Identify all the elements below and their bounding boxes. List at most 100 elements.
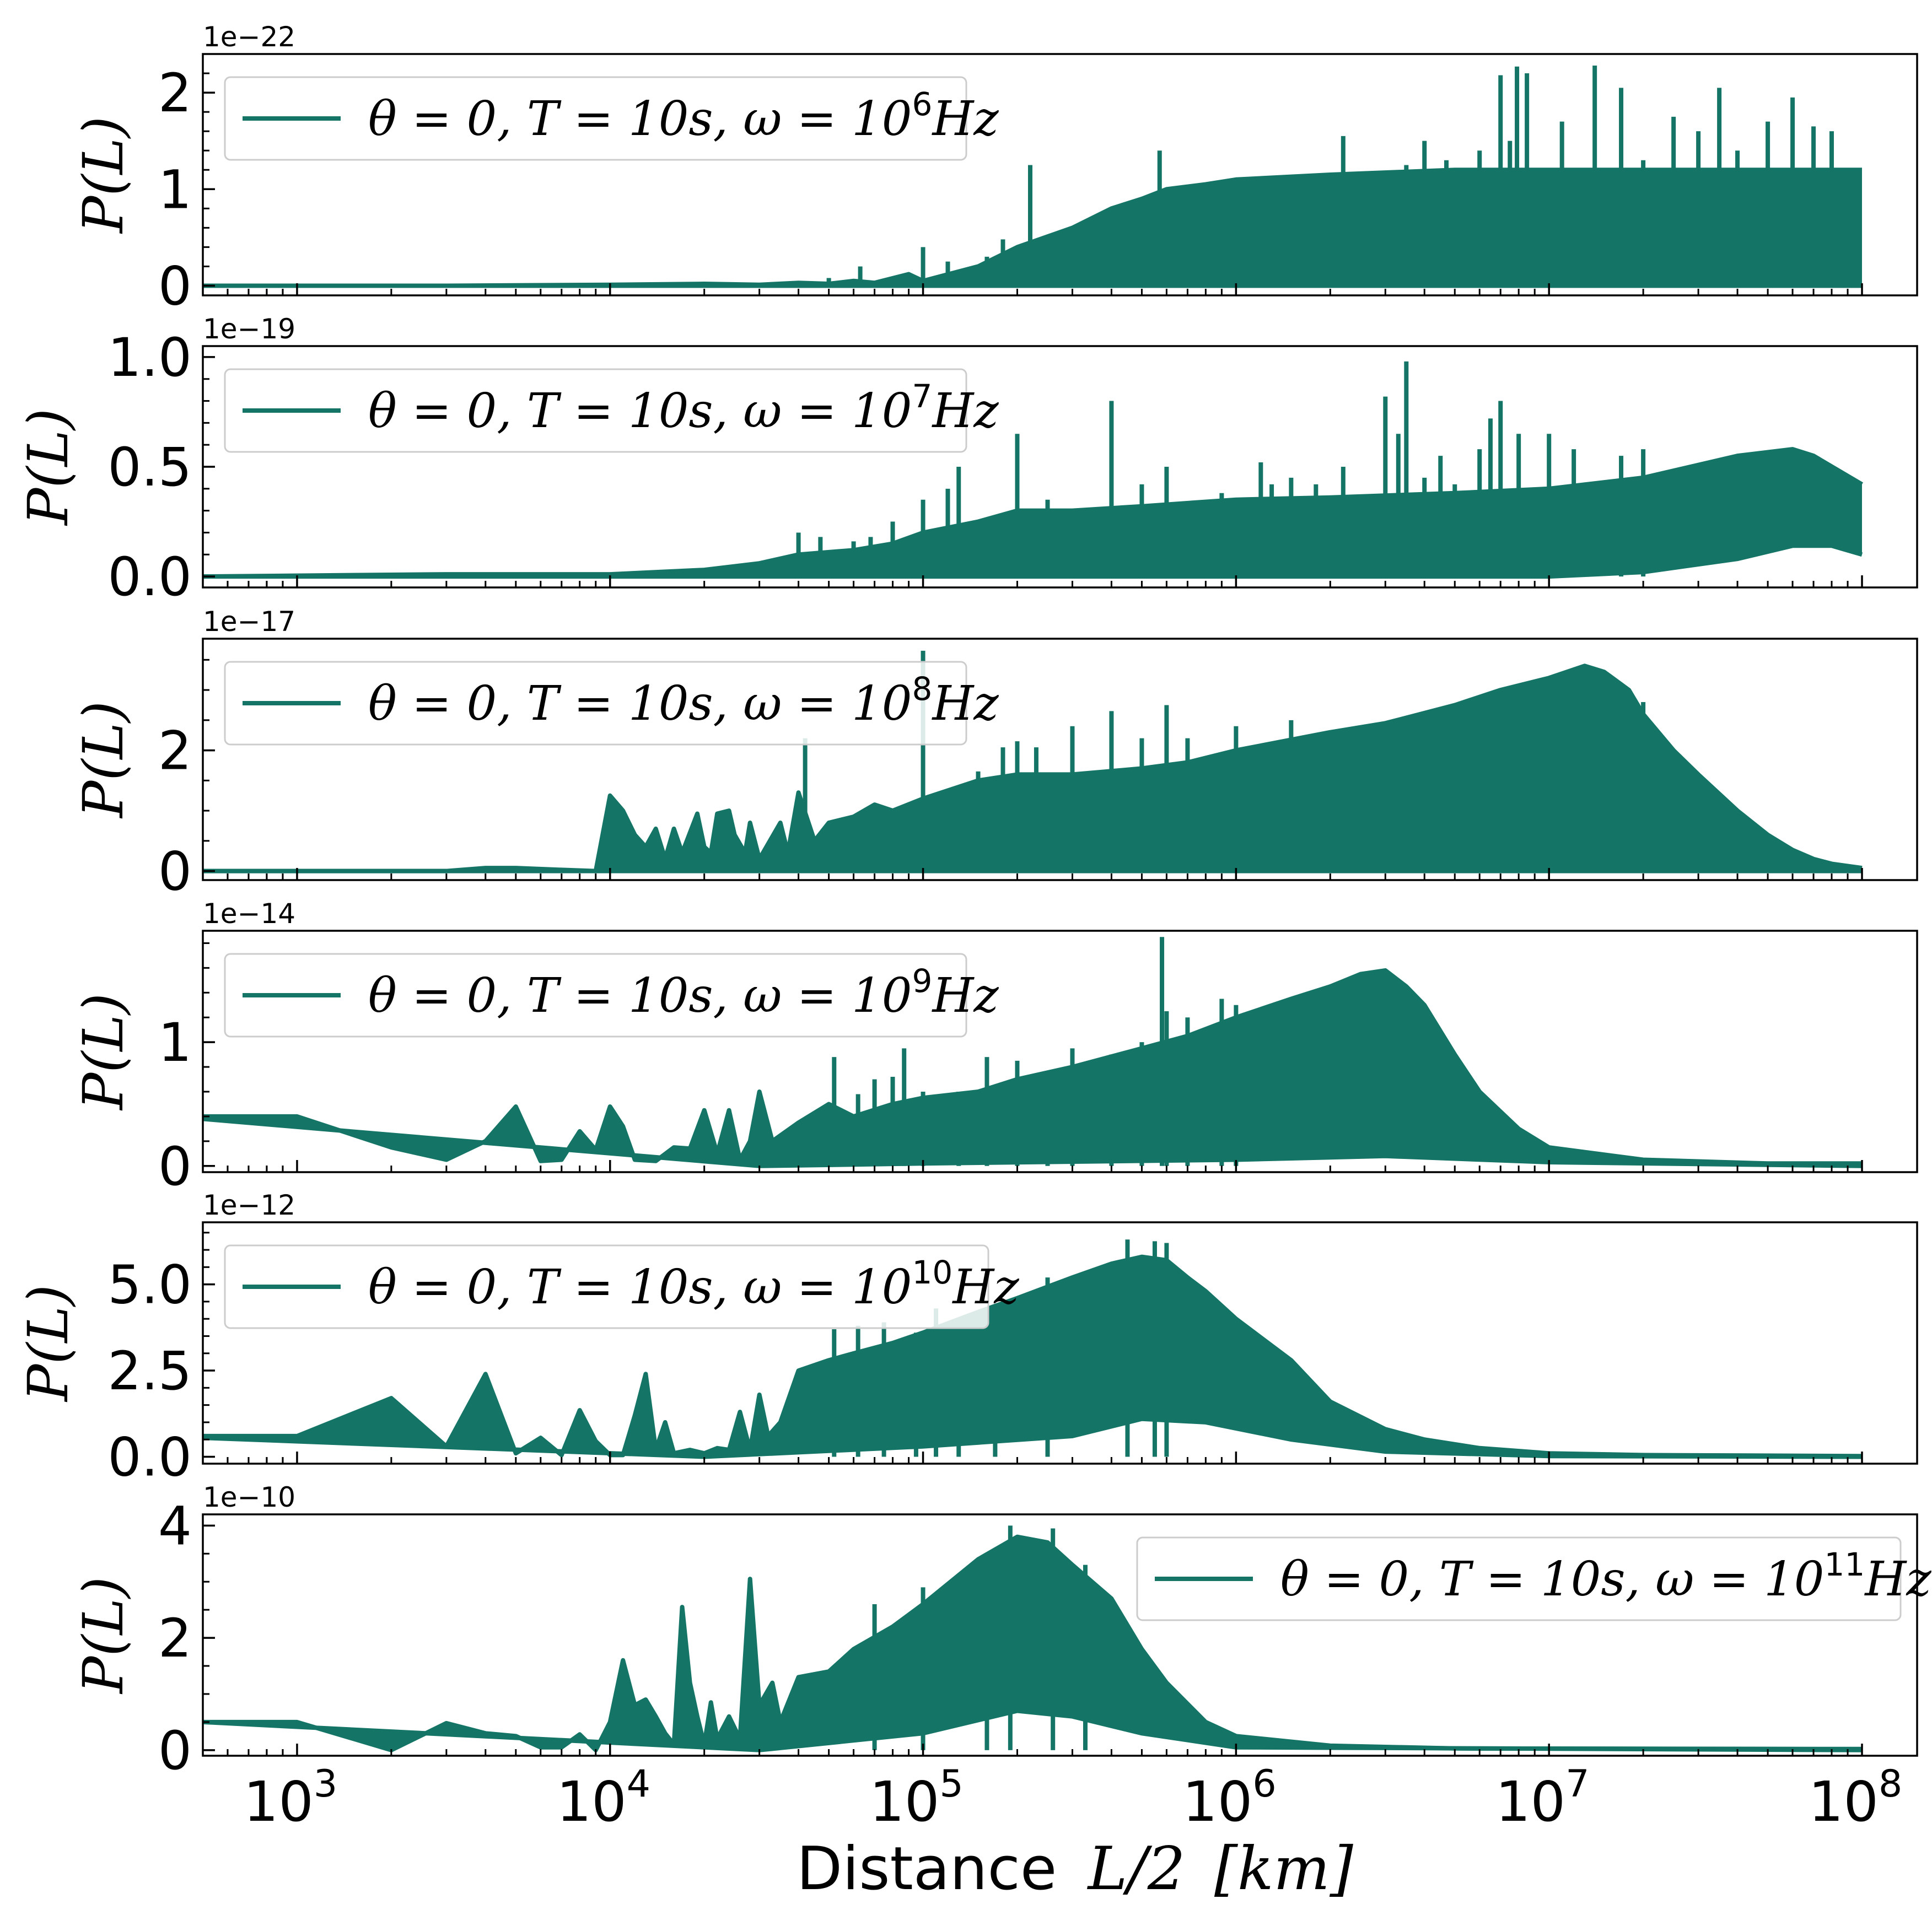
y-tick-label: 1.0 bbox=[107, 327, 192, 389]
x-tick-exponent: 3 bbox=[314, 1762, 337, 1806]
series-line bbox=[203, 447, 1864, 579]
x-tick-label: 103 bbox=[244, 1762, 338, 1834]
legend-unit: Hz bbox=[931, 384, 999, 439]
legend-label: θ = 0, T = 10s, ω = 109Hz bbox=[368, 962, 999, 1023]
x-tick-base: 10 bbox=[869, 1770, 939, 1834]
panel-2: 0.0 0.5 1.0 1e−19 P(L) θ = 0, T = 10s, ω = 10… bbox=[16, 313, 1918, 608]
y-offset-text: 1e−19 bbox=[203, 313, 295, 345]
legend-label: θ = 0, T = 10s, ω = 108Hz bbox=[368, 670, 999, 731]
y-tick-label: 0 bbox=[158, 255, 192, 317]
panel-6: 0 2 4 1e−10 P(L) θ = 0, T = 10s, ω = 1011Hz bbox=[71, 1481, 1931, 1782]
series-line bbox=[203, 663, 1863, 873]
y-tick-label: 0.5 bbox=[107, 436, 192, 498]
y-tick-label: 2 bbox=[158, 62, 192, 124]
series-line bbox=[203, 968, 1862, 1166]
series-band bbox=[203, 170, 1862, 286]
x-tick-base: 10 bbox=[1809, 1770, 1879, 1834]
legend-exponent: 11 bbox=[1825, 1546, 1865, 1583]
y-axis-label: P(L) bbox=[16, 1285, 80, 1402]
series-line bbox=[203, 1254, 1863, 1459]
series-band bbox=[203, 970, 1862, 1166]
x-tick-base: 10 bbox=[1182, 1770, 1252, 1834]
y-tick-label: 2 bbox=[158, 1607, 192, 1669]
x-axis-label-text: Distance bbox=[797, 1835, 1057, 1903]
plot-area bbox=[203, 66, 1862, 288]
panel-3: 0 2 1e−17 P(L) θ = 0, T = 10s, ω = 108Hz bbox=[71, 606, 1918, 903]
x-tick-label: 104 bbox=[556, 1762, 650, 1834]
legend: θ = 0, T = 10s, ω = 108Hz bbox=[224, 661, 999, 746]
x-tick-exponent: 4 bbox=[627, 1762, 650, 1806]
legend-exponent: 10 bbox=[912, 1254, 953, 1291]
x-tick-exponent: 5 bbox=[940, 1762, 964, 1806]
y-tick-label: 2 bbox=[158, 720, 192, 782]
legend-box bbox=[1136, 1536, 1902, 1621]
legend-text: θ = 0, T = 10s, ω = 10 bbox=[368, 384, 912, 439]
y-offset-text: 1e−12 bbox=[203, 1189, 295, 1221]
y-tick-label: 1 bbox=[158, 159, 192, 220]
legend-unit: Hz bbox=[931, 676, 999, 731]
series-band bbox=[203, 1536, 1862, 1750]
y-axis-label: P(L) bbox=[16, 408, 80, 526]
x-tick-exponent: 8 bbox=[1879, 1762, 1902, 1806]
x-tick-exponent: 6 bbox=[1252, 1762, 1276, 1806]
y-tick-label: 1 bbox=[158, 1012, 192, 1074]
x-tick-label: 106 bbox=[1182, 1762, 1277, 1834]
legend-label: θ = 0, T = 10s, ω = 106Hz bbox=[368, 85, 999, 147]
y-offset-text: 1e−22 bbox=[203, 21, 295, 53]
y-offset-text: 1e−17 bbox=[203, 606, 295, 638]
legend-box bbox=[224, 661, 967, 746]
legend-unit: Hz bbox=[931, 968, 999, 1023]
legend-exponent: 6 bbox=[912, 85, 933, 123]
legend-label: θ = 0, T = 10s, ω = 107Hz bbox=[368, 377, 999, 439]
y-tick-label: 0.0 bbox=[107, 546, 192, 608]
series-band bbox=[203, 666, 1862, 871]
x-axis-label-unit: [km] bbox=[1214, 1835, 1354, 1903]
legend-text: θ = 0, T = 10s, ω = 10 bbox=[368, 91, 912, 147]
axes-frame bbox=[202, 53, 1918, 296]
legend-exponent: 7 bbox=[912, 377, 933, 415]
plot-area bbox=[203, 1525, 1863, 1752]
panel-1: 0 1 2 1e−22 P(L) θ = 0, T = 10s, ω = 106Hz bbox=[71, 21, 1918, 317]
plot-area bbox=[203, 1239, 1863, 1459]
x-tick-label: 108 bbox=[1809, 1762, 1903, 1834]
x-tick-label: 107 bbox=[1495, 1762, 1590, 1834]
x-tick-base: 10 bbox=[556, 1770, 626, 1834]
legend-unit: Hz bbox=[951, 1260, 1019, 1315]
axes-frame bbox=[202, 930, 1918, 1173]
legend-exponent: 9 bbox=[912, 962, 933, 1000]
legend: θ = 0, T = 10s, ω = 106Hz bbox=[224, 76, 999, 161]
y-offset-text: 1e−14 bbox=[203, 898, 295, 930]
panel-5: 0.0 2.5 5.0 1e−12 P(L) θ = 0, T = 10s, ω = 10… bbox=[16, 1189, 1918, 1488]
y-axis-label: P(L) bbox=[71, 116, 136, 234]
y-axis-label: P(L) bbox=[71, 993, 136, 1111]
legend: θ = 0, T = 10s, ω = 1010Hz bbox=[224, 1244, 1019, 1329]
y-tick-label: 0 bbox=[158, 1720, 192, 1782]
legend-box bbox=[224, 368, 967, 453]
series-band bbox=[203, 1256, 1862, 1457]
legend-text: θ = 0, T = 10s, ω = 10 bbox=[368, 968, 912, 1023]
legend: θ = 0, T = 10s, ω = 1011Hz bbox=[1136, 1536, 1931, 1621]
legend-text: θ = 0, T = 10s, ω = 10 bbox=[1280, 1552, 1825, 1607]
legend-exponent: 8 bbox=[912, 670, 933, 708]
y-tick-label: 2.5 bbox=[107, 1340, 192, 1402]
x-axis-label-math: L/2 bbox=[1087, 1835, 1186, 1903]
legend-box bbox=[224, 1244, 989, 1329]
y-tick-label: 0.0 bbox=[107, 1426, 192, 1488]
legend-unit: Hz bbox=[931, 91, 999, 147]
y-axis-label: P(L) bbox=[71, 1577, 136, 1695]
x-tick-base: 10 bbox=[1495, 1770, 1565, 1834]
legend-label: θ = 0, T = 10s, ω = 1011Hz bbox=[1280, 1546, 1931, 1607]
legend-label: θ = 0, T = 10s, ω = 1010Hz bbox=[368, 1254, 1019, 1315]
y-axis-label: P(L) bbox=[71, 701, 136, 819]
y-tick-label: 5.0 bbox=[107, 1254, 192, 1316]
legend: θ = 0, T = 10s, ω = 107Hz bbox=[224, 368, 999, 453]
axes-frame bbox=[202, 1221, 1918, 1465]
x-tick-label: 105 bbox=[869, 1762, 964, 1834]
plot-area bbox=[203, 361, 1864, 579]
y-tick-label: 4 bbox=[158, 1495, 192, 1557]
plot-area bbox=[203, 650, 1863, 873]
legend-unit: Hz bbox=[1864, 1552, 1931, 1607]
legend: θ = 0, T = 10s, ω = 109Hz bbox=[224, 953, 999, 1038]
axes-frame bbox=[202, 638, 1918, 881]
